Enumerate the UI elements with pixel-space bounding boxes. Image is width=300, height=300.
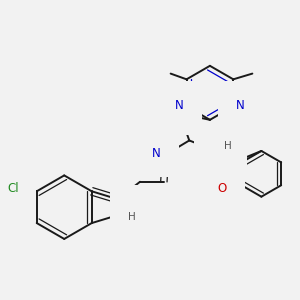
Text: Cl: Cl [7,182,19,195]
Text: O: O [218,182,227,195]
Text: N: N [128,202,136,215]
Text: N: N [236,99,245,112]
Text: N: N [212,140,220,153]
Text: H: H [224,141,231,151]
Text: H: H [128,212,136,222]
Text: N: N [172,104,181,117]
Text: N: N [152,147,161,160]
Text: N: N [175,99,184,112]
Text: H: H [164,106,172,116]
